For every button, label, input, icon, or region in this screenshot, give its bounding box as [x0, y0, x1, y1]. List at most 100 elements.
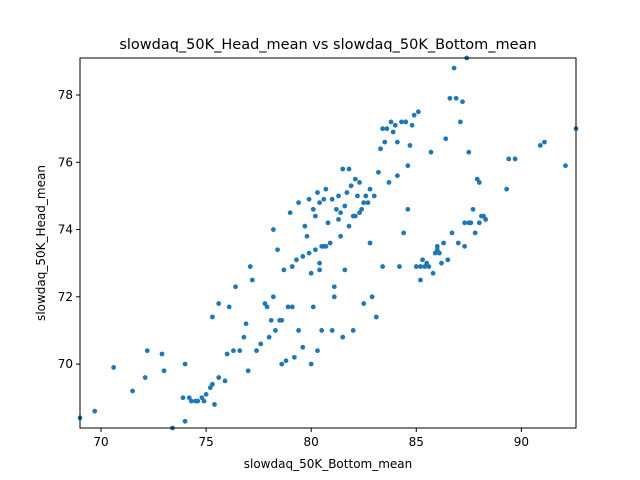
- data-point: [270, 227, 276, 232]
- data-point: [436, 250, 442, 256]
- data-point: [216, 301, 222, 306]
- data-point: [254, 348, 259, 354]
- data-point: [506, 156, 512, 162]
- data-point: [266, 334, 272, 340]
- data-point: [180, 395, 186, 401]
- data-point: [430, 270, 436, 276]
- data-point: [338, 210, 344, 216]
- data-point: [222, 378, 228, 384]
- data-point: [302, 223, 308, 229]
- data-point: [308, 361, 314, 367]
- y-tick-label: 74: [58, 223, 73, 237]
- data-point: [361, 200, 367, 206]
- data-point: [441, 240, 446, 246]
- data-point: [346, 166, 352, 172]
- data-point: [373, 314, 379, 320]
- data-point: [317, 200, 322, 206]
- data-point: [329, 328, 335, 333]
- data-point: [363, 193, 369, 199]
- x-tick-label: 85: [409, 435, 424, 449]
- data-point: [453, 95, 459, 101]
- data-point: [439, 260, 444, 266]
- data-point: [315, 348, 320, 354]
- data-point: [405, 163, 411, 169]
- x-tick-label: 90: [514, 435, 529, 449]
- data-point: [367, 186, 373, 192]
- data-point: [390, 129, 396, 135]
- data-point: [289, 264, 295, 269]
- data-point: [226, 304, 232, 310]
- data-point: [409, 122, 415, 128]
- data-point: [325, 220, 331, 226]
- data-point: [237, 348, 243, 354]
- data-point: [283, 358, 289, 364]
- data-point: [212, 402, 217, 407]
- data-point: [418, 277, 423, 283]
- data-point: [329, 196, 335, 202]
- data-point: [142, 375, 148, 380]
- data-point: [367, 240, 373, 246]
- data-point: [371, 193, 377, 199]
- data-point: [365, 200, 371, 206]
- data-point: [279, 361, 285, 367]
- data-point: [397, 264, 402, 269]
- data-point: [384, 126, 390, 132]
- data-point: [273, 328, 278, 333]
- data-point: [476, 180, 482, 185]
- data-point: [420, 257, 425, 263]
- data-point: [210, 314, 215, 320]
- data-point: [245, 368, 251, 374]
- data-point: [401, 230, 407, 236]
- data-point: [340, 166, 346, 172]
- data-point: [321, 196, 327, 202]
- data-point: [455, 240, 461, 246]
- data-point: [346, 223, 352, 229]
- data-point: [323, 186, 329, 192]
- data-point: [382, 139, 388, 145]
- data-point: [428, 149, 434, 155]
- data-point: [201, 398, 207, 404]
- data-point: [413, 264, 419, 269]
- data-point: [308, 270, 314, 276]
- data-point: [247, 264, 253, 269]
- data-point: [334, 206, 339, 212]
- data-point: [291, 354, 297, 360]
- plot-frame: [79, 57, 577, 429]
- data-point: [350, 328, 356, 333]
- data-point: [310, 206, 316, 212]
- data-point: [304, 233, 310, 239]
- data-point: [336, 217, 341, 222]
- data-point: [340, 334, 346, 340]
- chart-title: slowdaq_50K_Head_mean vs slowdaq_50K_Bot…: [119, 37, 536, 53]
- y-axis: 70 72 74 76 78: [58, 88, 80, 371]
- data-point: [268, 317, 274, 323]
- data-point: [405, 206, 411, 212]
- data-point: [275, 247, 280, 253]
- data-point: [258, 341, 264, 347]
- data-point: [285, 304, 291, 310]
- data-point: [287, 210, 293, 216]
- data-point: [386, 180, 392, 185]
- data-point: [188, 398, 194, 404]
- data-point: [216, 375, 222, 380]
- data-point: [415, 109, 421, 115]
- data-point: [357, 180, 362, 185]
- data-point: [542, 139, 547, 145]
- data-point: [476, 220, 482, 226]
- data-point: [411, 112, 417, 118]
- data-point: [281, 267, 287, 273]
- data-point: [182, 361, 188, 367]
- data-point: [310, 304, 316, 310]
- data-point: [443, 136, 449, 142]
- data-point: [300, 344, 306, 350]
- y-tick-label: 70: [58, 357, 73, 371]
- data-point: [537, 143, 543, 148]
- data-point: [338, 233, 344, 239]
- data-point: [195, 398, 201, 404]
- data-point: [504, 186, 510, 192]
- y-tick-label: 72: [58, 290, 73, 304]
- data-point: [344, 190, 350, 195]
